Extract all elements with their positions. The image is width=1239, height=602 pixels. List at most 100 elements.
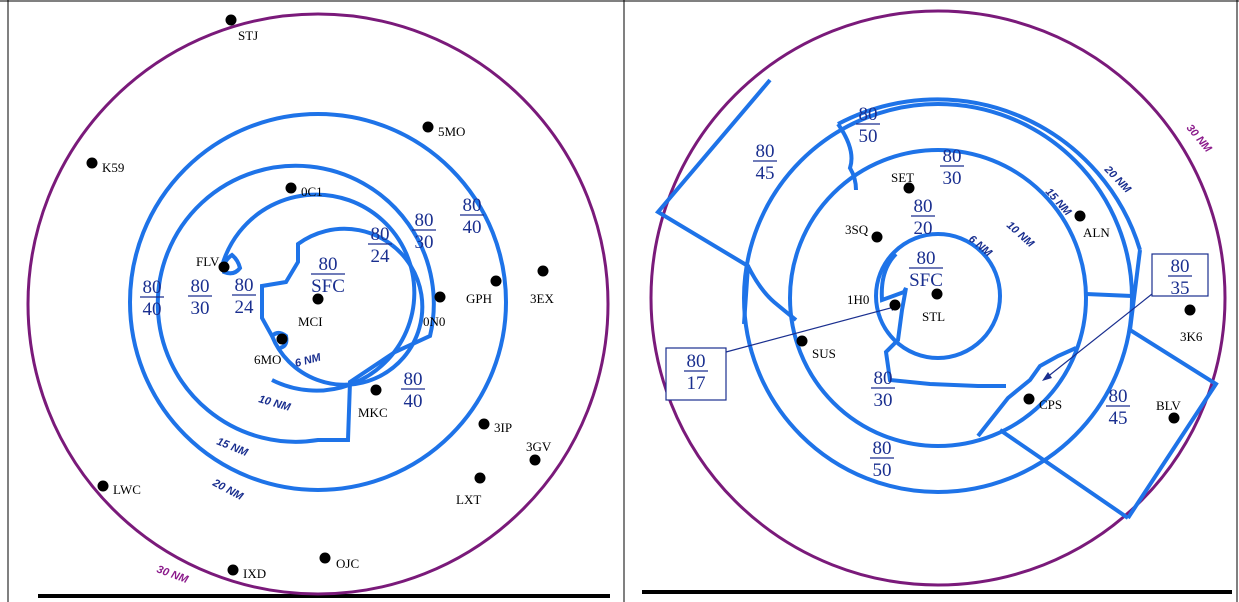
right-callout-label-1-bottom: 35: [1171, 278, 1190, 299]
airport-dots: [86, 14, 1196, 576]
altitude-fractions: 80SFC802480248030803080408040804080SFC80…: [140, 104, 1192, 481]
left-airport-label-ojc: OJC: [336, 556, 359, 571]
right-altitude-label-4-bottom: 45: [756, 163, 775, 184]
left-altitude-label-6-top: 80: [143, 277, 162, 298]
right-airport-label-set: SET: [891, 170, 914, 185]
left-ring-label-3: 20 NM: [210, 477, 246, 504]
right-airport-dot-set: [903, 182, 915, 194]
right-altitude-label-4-top: 80: [756, 141, 775, 162]
right-altitude-label-1-bottom: 20: [914, 218, 933, 239]
airport-labels: STJ 5MO K59 0C1 FLV GPH 3EX 0N0 MCI 6MO MKC 3IP 3GV L…: [102, 28, 1203, 581]
left-airport-dot-0c1: [285, 182, 297, 194]
left-airport-dot-3gv: [529, 454, 541, 466]
left-airport-label-stj: STJ: [238, 28, 258, 43]
right-airport-label-cps: CPS: [1039, 397, 1062, 412]
right-airport-dot-blv: [1168, 412, 1180, 424]
left-airport-dot-ojc: [319, 552, 331, 564]
left-altitude-label-2-bottom: 24: [235, 297, 255, 318]
left-altitude-label-5-top: 80: [463, 195, 482, 216]
left-airport-label-lxt: LXT: [456, 492, 481, 507]
right-altitude-label-3-top: 80: [859, 104, 878, 125]
right-6nm-ring: [874, 232, 1002, 360]
left-ring-label-0: 6 NM: [294, 351, 323, 370]
left-6nm-ring: [260, 226, 425, 387]
right-map-stl: [649, 9, 1227, 587]
left-altitude-label-0-top: 80: [319, 254, 338, 275]
right-n-boundary: [836, 122, 858, 191]
callout-arrow-80-35: [1045, 293, 1153, 379]
right-altitude-label-2-top: 80: [943, 146, 962, 167]
right-airport-label-1h0: 1H0: [847, 292, 869, 307]
right-airport-dot-aln: [1074, 210, 1086, 222]
right-airport-dot-sus: [796, 335, 808, 347]
right-altitude-label-5-top: 80: [874, 368, 893, 389]
left-15nm-ring: [155, 163, 436, 444]
left-airport-dot-stj: [225, 14, 237, 26]
right-15nm-ring: [742, 102, 1134, 494]
left-altitude-label-7-bottom: 40: [404, 391, 423, 412]
left-airport-dot-mci: [312, 293, 324, 305]
left-airport-dot-3ex: [537, 265, 549, 277]
left-airport-dot-k59: [86, 157, 98, 169]
left-airport-label-mci: MCI: [298, 314, 323, 329]
left-altitude-label-5-bottom: 40: [463, 217, 482, 238]
left-airport-dot-lxt: [474, 472, 486, 484]
right-cps-cutout: [976, 346, 1077, 438]
left-ring-label-4: 30 NM: [155, 564, 190, 587]
left-airport-dot-5mo: [422, 121, 434, 133]
right-ring-label-1: 10 NM: [1004, 219, 1037, 250]
right-altitude-label-7-top: 80: [1109, 386, 1128, 407]
right-altitude-label-6-top: 80: [873, 438, 892, 459]
right-altitude-label-2-bottom: 30: [943, 168, 962, 189]
left-altitude-label-1-bottom: 24: [371, 246, 391, 267]
right-altitude-label-0-bottom: SFC: [909, 270, 943, 291]
left-ring-label-1: 10 NM: [257, 393, 292, 414]
left-airport-label-flv: FLV: [196, 254, 220, 269]
right-se-boundary: [998, 428, 1130, 520]
left-airport-dot-6mo: [276, 333, 288, 345]
callout-arrowhead-80-35: [1042, 372, 1052, 381]
left-ring-label-2: 15 NM: [215, 436, 250, 460]
callout-box-80-17: [665, 347, 727, 401]
right-alt-boundary: [1085, 292, 1133, 298]
right-10nm-ring: [788, 148, 1088, 448]
right-altitude-label-0-top: 80: [917, 248, 936, 269]
right-airport-label-aln: ALN: [1083, 225, 1110, 240]
left-airport-dot-lwc: [97, 480, 109, 492]
left-airport-label-gph: GPH: [466, 291, 492, 306]
left-airport-label-0c1: 0C1: [301, 184, 323, 199]
right-ring-label-0: 6 NM: [966, 233, 994, 260]
left-airport-label-3gv: 3GV: [526, 439, 552, 454]
right-airport-label-3k6: 3K6: [1180, 329, 1203, 344]
left-airport-label-3ip: 3IP: [494, 420, 512, 435]
left-altitude-label-7-top: 80: [404, 369, 423, 390]
right-airport-dot-1h0: [889, 299, 901, 311]
left-altitude-label-0-bottom: SFC: [311, 276, 345, 297]
right-ring-label-3: 20 NM: [1101, 163, 1133, 196]
left-airport-label-k59: K59: [102, 160, 124, 175]
left-airport-label-3ex: 3EX: [530, 291, 554, 306]
left-altitude-label-4-bottom: 30: [191, 298, 210, 319]
right-inner-boundary: [879, 252, 1006, 388]
left-outer-30nm-ring: [26, 12, 610, 596]
left-20nm-ring: [128, 112, 508, 492]
left-airport-label-6mo: 6MO: [254, 352, 281, 367]
left-airport-dot-ixd: [227, 564, 239, 576]
left-altitude-label-4-top: 80: [191, 276, 210, 297]
right-altitude-label-3-bottom: 50: [859, 126, 878, 147]
right-altitude-label-6-bottom: 50: [873, 460, 892, 481]
right-airport-dot-cps: [1023, 393, 1035, 405]
left-airport-dot-gph: [490, 275, 502, 287]
